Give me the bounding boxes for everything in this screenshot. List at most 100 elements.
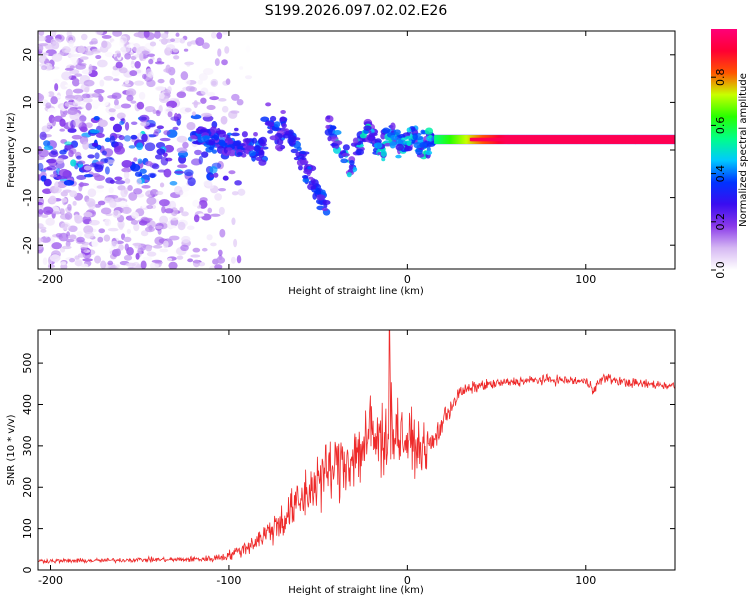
spectrogram-cell <box>231 132 240 137</box>
spectrogram-cell <box>363 125 372 131</box>
spectrogram-cell <box>42 206 54 215</box>
spectrogram-cell <box>142 256 153 261</box>
spectrogram-cell <box>80 33 88 41</box>
spectrogram-cell <box>221 105 229 113</box>
spectrogram-x-label: Height of straight line (km) <box>288 286 424 297</box>
spectrogram-cell <box>61 46 71 54</box>
spectrogram-cell <box>201 42 210 49</box>
spectrogram-cell <box>321 207 329 212</box>
spectrogram-cell <box>103 234 111 242</box>
spectrogram-cell <box>352 137 359 144</box>
spectrogram-cell <box>167 111 173 118</box>
snr-panel: -200 -100 0 100 0 100 200 300 400 500 Height of … <box>6 329 676 596</box>
spectrogram-cell <box>214 264 223 269</box>
spectrogram-cell <box>163 168 172 178</box>
spectrogram-cell <box>60 113 67 118</box>
spectrogram-cell <box>265 102 272 107</box>
spectrogram-cell <box>276 138 284 146</box>
spectrogram-cell <box>49 174 58 178</box>
spectrogram-cell <box>146 204 154 210</box>
spectrogram-cell <box>258 150 265 158</box>
spectrogram-cell <box>221 59 228 66</box>
spectrogram-cell <box>83 225 94 235</box>
spectrogram-cell <box>180 71 189 81</box>
spectrogram-cell <box>46 165 57 171</box>
spectrogram-cell <box>48 195 57 204</box>
x-tick-label: -200 <box>38 574 63 587</box>
spectrogram-cell <box>173 55 180 60</box>
figure-title: S199.2026.097.02.02.E26 <box>265 3 448 19</box>
spectrogram-cell <box>72 88 84 94</box>
spectrogram-cell <box>94 255 102 264</box>
spectrogram-cell <box>84 86 90 93</box>
spectrogram-cell <box>201 151 209 158</box>
spectrogram-cell <box>213 132 220 141</box>
spectrogram-cell <box>264 121 274 127</box>
spectrogram-cell <box>230 110 240 114</box>
spectrogram-cell <box>245 45 251 53</box>
spectrogram-cell <box>159 199 170 207</box>
spectrogram-cell <box>38 223 44 229</box>
spectrogram-cell <box>94 31 104 36</box>
spectrogram-cell <box>253 145 261 152</box>
x-tick-label: 0 <box>404 273 411 286</box>
spectrogram-cell <box>412 133 418 141</box>
spectrogram-cell <box>123 254 133 261</box>
spectrogram-cell <box>287 137 294 145</box>
spectrogram-cell <box>143 31 150 38</box>
spectrogram-cell <box>269 115 277 122</box>
spectrogram-cell <box>368 132 378 137</box>
spectrogram-cell <box>99 79 105 87</box>
spectrogram-cell <box>60 81 69 90</box>
spectrogram-cell <box>138 114 150 123</box>
spectrogram-cell <box>183 169 194 177</box>
spectrogram-cell <box>181 235 191 244</box>
spectrogram-cell <box>48 264 56 268</box>
spectrogram-cell <box>406 127 411 133</box>
spectrogram-cell <box>226 147 233 151</box>
spectrogram-cell <box>346 172 352 178</box>
spectrogram-cell <box>93 116 100 121</box>
spectrogram-cell <box>44 230 49 238</box>
spectrogram-cell <box>59 208 65 216</box>
spectrogram-cell <box>40 236 51 243</box>
spectrogram-cell <box>58 168 70 177</box>
spectrogram-cell <box>236 255 242 264</box>
spectrogram-cell <box>68 149 74 158</box>
spectrogram-cell <box>258 159 267 166</box>
spectrogram-cell <box>96 144 102 151</box>
spectrogram-cell <box>39 131 47 141</box>
spectrogram-cell <box>260 116 270 122</box>
spectrogram-cell <box>71 53 81 58</box>
spectrogram-cell <box>114 180 126 185</box>
spectrogram-cell <box>217 249 223 256</box>
y-tick-label: 0 <box>21 567 34 574</box>
spectrogram-cell <box>158 93 165 100</box>
spectrogram-cell <box>201 247 208 252</box>
spectrogram-cell <box>209 96 219 101</box>
spectrogram-cell <box>191 111 196 116</box>
spectrogram-cell <box>55 176 67 180</box>
spectrogram-cell <box>169 77 175 86</box>
spectrogram-cell <box>135 263 141 269</box>
spectrogram-cell <box>154 154 163 160</box>
spectrogram-cell <box>120 188 128 198</box>
spectrogram-cell <box>93 89 105 94</box>
spectrogram-cell <box>187 258 194 263</box>
spectrogram-cell <box>120 46 131 53</box>
spectrogram-cell <box>137 158 143 164</box>
spectrogram-cell <box>200 128 207 133</box>
spectrogram-cell <box>211 31 217 39</box>
spectrogram-cell <box>141 133 148 143</box>
spectrogram-cell <box>60 261 67 266</box>
spectrogram-cell <box>187 177 196 187</box>
spectrogram-cell <box>107 260 114 266</box>
spectrogram-cell <box>76 236 85 243</box>
spectrogram-cell <box>230 256 236 264</box>
spectrogram-cell <box>111 92 122 100</box>
spectrogram-cell <box>288 129 294 136</box>
spectrogram-cell <box>104 137 111 143</box>
spectrogram-cell <box>132 43 141 53</box>
spectrogram-cell <box>231 93 240 101</box>
